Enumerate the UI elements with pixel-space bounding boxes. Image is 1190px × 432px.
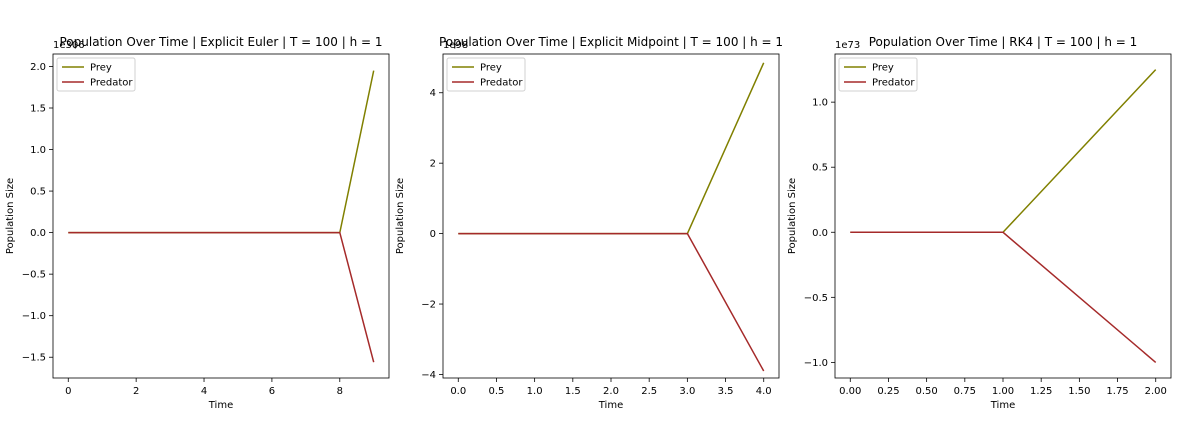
x-tick-label: 0.75: [954, 386, 976, 397]
x-tick-label: 2: [133, 386, 139, 397]
subplot-2: 0.0 0.5 1.0 1.5 2.0 2.5 3.0 3.5 4.0−4−20241e98Po…: [395, 35, 783, 411]
legend: Prey Predator: [56, 57, 136, 92]
subplot-3: 0.00 0.25 0.50 0.75 1.00 1.25 1.50 1.75 2.00 −1.0…: [787, 35, 1172, 411]
x-tick-label: 1.25: [1030, 386, 1052, 397]
x-tick-label: 0.0: [450, 386, 466, 397]
y-tick-label: −1.5: [22, 353, 46, 364]
chart-title: Population Over Time | Explicit Midpoint…: [439, 35, 783, 49]
y-offset-text: 1e73: [835, 40, 860, 51]
x-tick-label: 1.0: [527, 386, 543, 397]
chart-title: Population Over Time | RK4 | T = 100 | h…: [869, 35, 1138, 49]
y-tick-label: 1.5: [30, 104, 46, 115]
legend: Prey Predator: [838, 57, 918, 92]
x-tick-label: 4: [201, 386, 207, 397]
y-offset-text: 1e306: [53, 40, 85, 51]
subplot-1: 0 2 4 6 8−1.5−1.0−0.50.00.51.01.52.01e306Pop…: [5, 35, 390, 411]
y-tick-label: 4: [430, 88, 436, 99]
y-tick-label: 0: [430, 229, 436, 240]
legend: Prey Predator: [446, 57, 526, 92]
x-tick-label: 0.00: [839, 386, 861, 397]
x-tick-label: 2.00: [1145, 386, 1167, 397]
y-tick-label: 1.0: [812, 98, 828, 109]
y-tick-label: −2: [421, 300, 436, 311]
x-tick-label: 1.75: [1106, 386, 1128, 397]
y-tick-label: −1.0: [804, 358, 828, 369]
x-tick-label: 8: [337, 386, 343, 397]
x-tick-label: 0: [65, 386, 71, 397]
x-tick-label: 0.25: [877, 386, 899, 397]
legend-label-prey: Prey: [90, 63, 112, 74]
y-tick-label: 0.5: [30, 187, 46, 198]
series-line-prey: [68, 70, 375, 234]
x-tick-label: 0.50: [916, 386, 938, 397]
series-line-prey: [850, 69, 1157, 234]
y-tick-label: 1.0: [30, 145, 46, 156]
y-tick-label: −1.0: [22, 311, 46, 322]
y-tick-label: 2: [430, 159, 436, 170]
x-tick-label: 0.5: [489, 386, 505, 397]
legend-label-predator: Predator: [480, 78, 523, 89]
y-axis-label: Population Size: [787, 178, 798, 254]
legend-label-prey: Prey: [480, 63, 502, 74]
x-tick-label: 6: [269, 386, 275, 397]
x-axis-label: Time: [598, 400, 623, 411]
x-tick-label: 1.5: [565, 386, 581, 397]
y-offset-text: 1e98: [443, 40, 468, 51]
y-tick-label: 0.0: [30, 228, 46, 239]
axes-frame: [442, 53, 780, 379]
series-line-predator: [458, 232, 765, 372]
y-tick-label: −0.5: [22, 270, 46, 281]
legend-label-prey: Prey: [872, 63, 894, 74]
x-tick-label: 2.5: [641, 386, 657, 397]
y-tick-label: 2.0: [30, 62, 46, 73]
y-tick-label: 0.5: [812, 163, 828, 174]
series-line-predator: [850, 231, 1157, 363]
x-tick-label: 3.0: [679, 386, 695, 397]
x-tick-label: 3.5: [718, 386, 734, 397]
y-tick-label: 0.0: [812, 228, 828, 239]
axes-frame: [52, 53, 390, 379]
y-axis-label: Population Size: [395, 178, 406, 254]
x-tick-label: 1.00: [992, 386, 1014, 397]
y-tick-label: −4: [421, 370, 436, 381]
chart-title: Population Over Time | Explicit Euler | …: [59, 35, 382, 49]
axes-frame: [834, 53, 1172, 379]
x-tick-label: 1.50: [1068, 386, 1090, 397]
x-tick-label: 2.0: [603, 386, 619, 397]
legend-label-predator: Predator: [872, 78, 915, 89]
y-tick-label: −0.5: [804, 293, 828, 304]
legend-label-predator: Predator: [90, 78, 133, 89]
series-line-predator: [68, 231, 375, 363]
x-axis-label: Time: [990, 400, 1015, 411]
x-axis-label: Time: [208, 400, 233, 411]
x-tick-label: 4.0: [756, 386, 772, 397]
y-axis-label: Population Size: [5, 178, 16, 254]
